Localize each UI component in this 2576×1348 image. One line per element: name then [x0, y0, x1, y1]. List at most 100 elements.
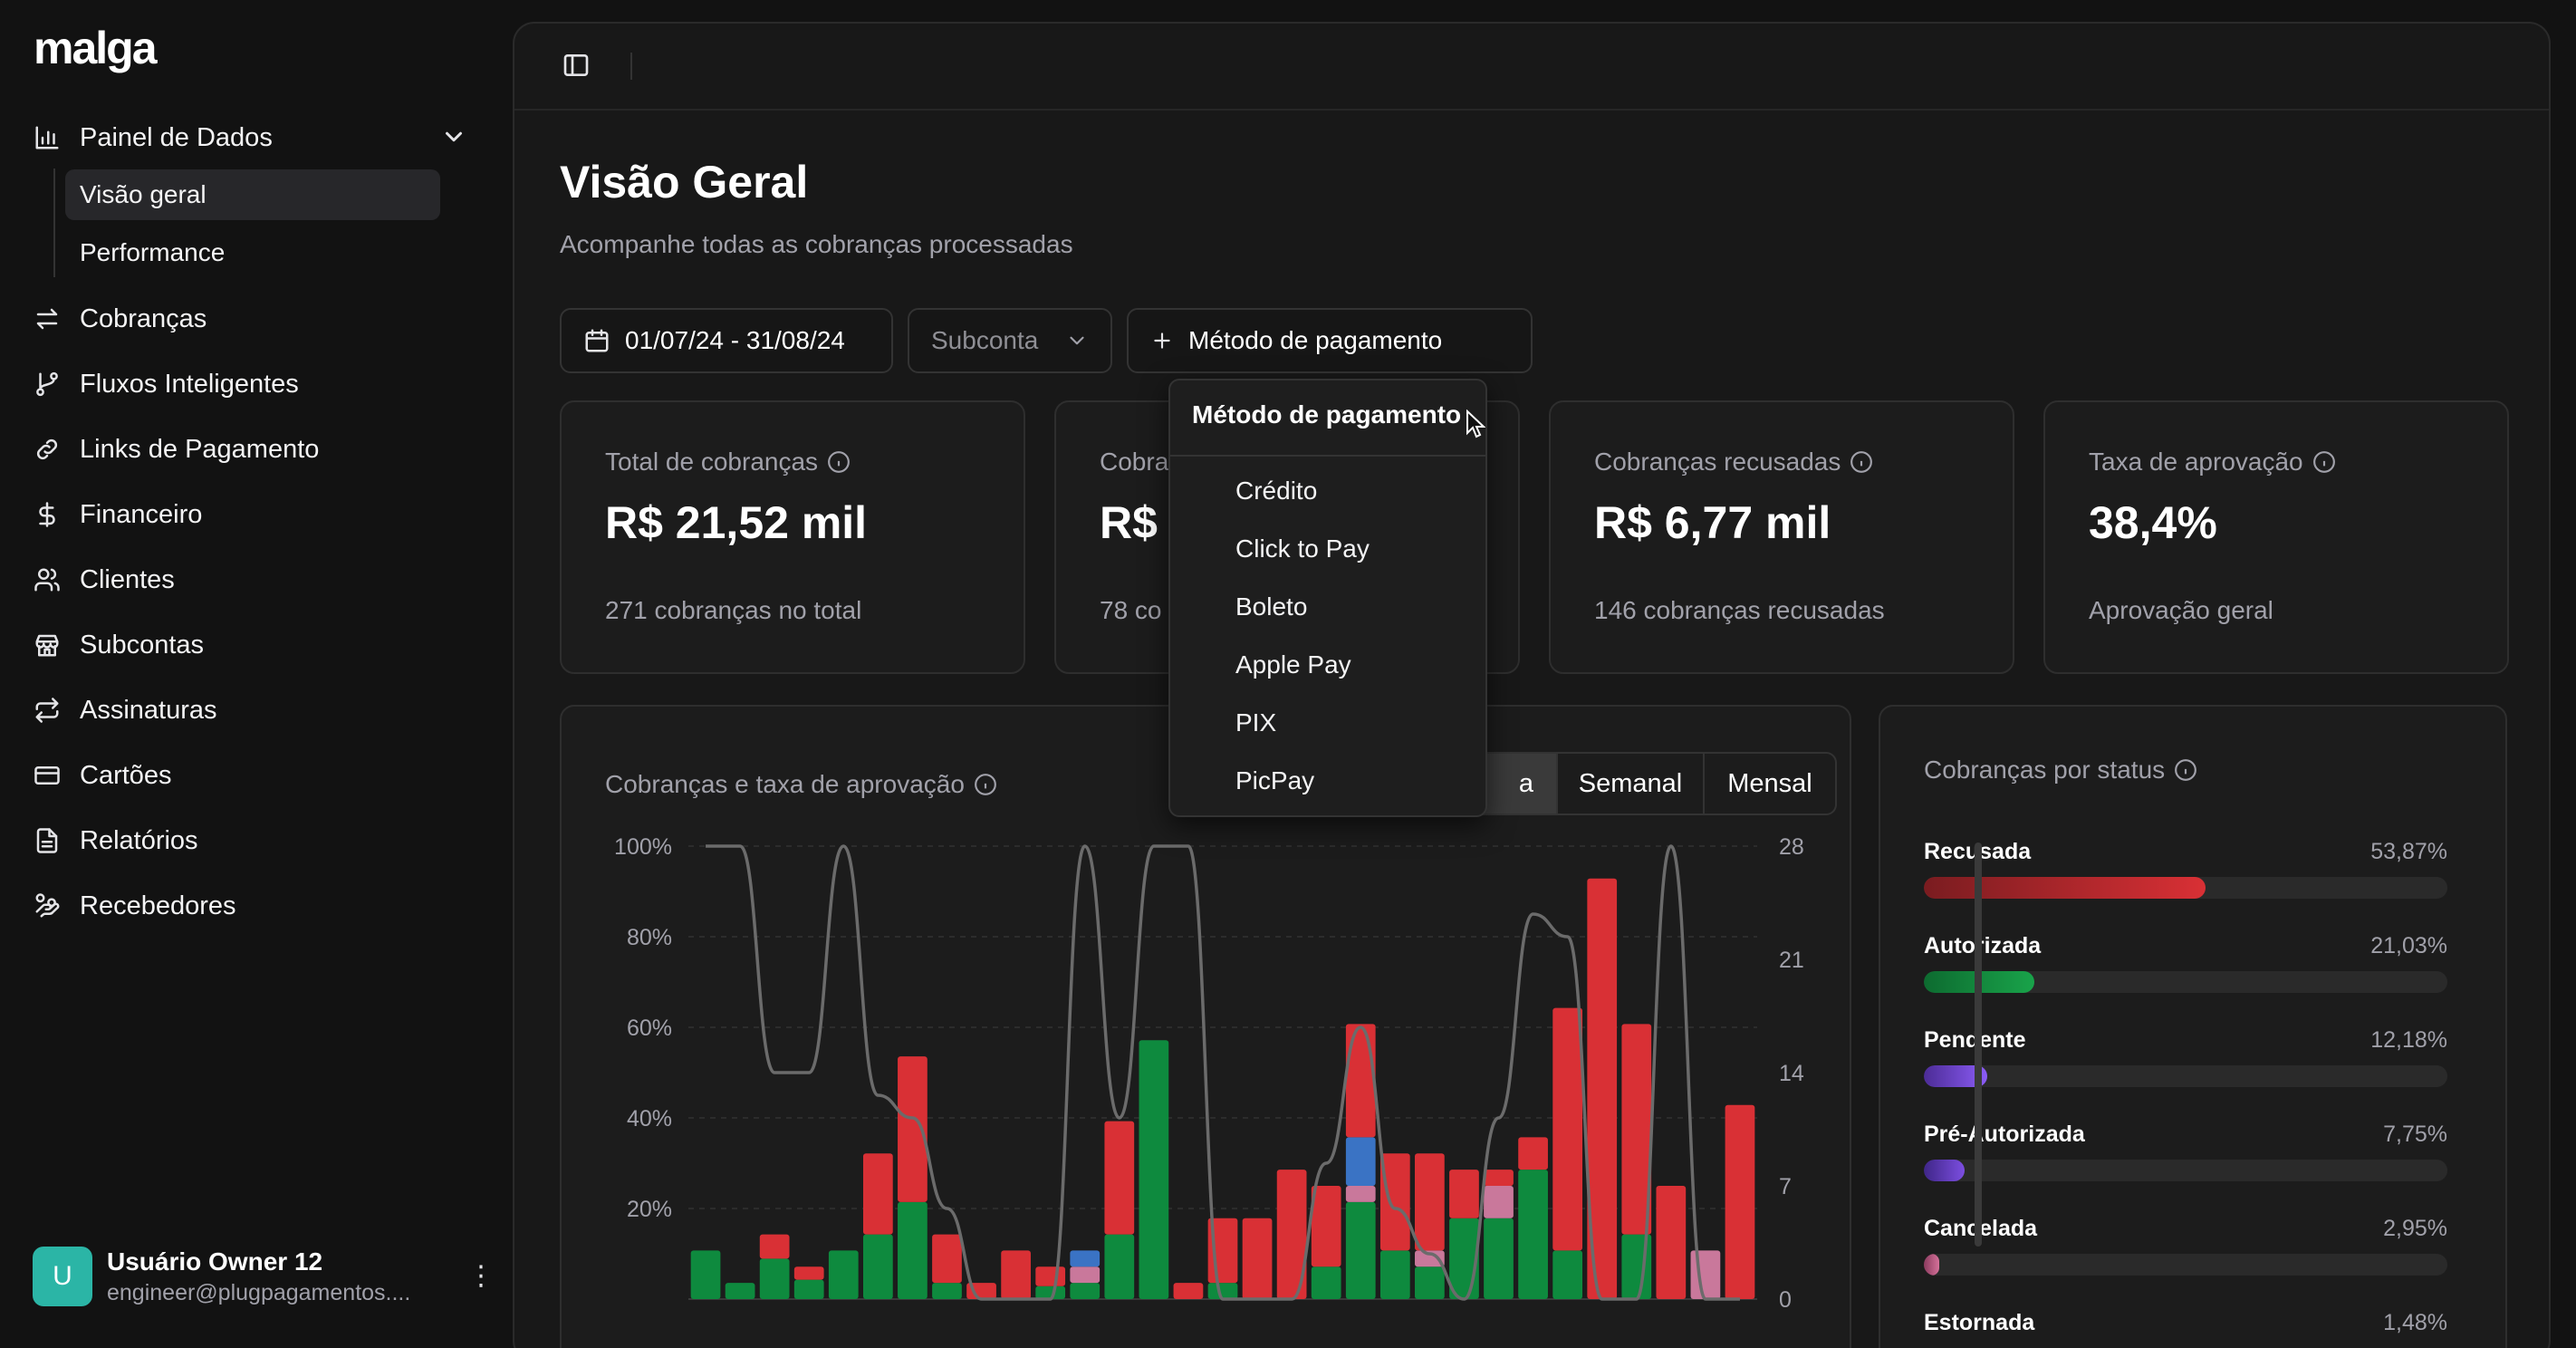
- malga-logo[interactable]: malga: [34, 23, 158, 73]
- sidebar-item-label: Relatórios: [80, 825, 198, 855]
- status-track: [1924, 1160, 2447, 1181]
- tab-semanal[interactable]: Semanal: [1556, 752, 1705, 815]
- bar-segment-autorizada: [898, 1201, 928, 1299]
- bar-segment-recusada: [1518, 1137, 1548, 1170]
- users-icon: [33, 565, 62, 594]
- info-icon[interactable]: [2174, 758, 2197, 782]
- bar-segment-autorizada: [1035, 1285, 1066, 1299]
- bar-segment-outro: [1690, 1250, 1721, 1299]
- status-pct: 1,48%: [2383, 1310, 2447, 1335]
- y-right-tick-label: 14: [1779, 1061, 1804, 1086]
- bar-segment-recusada: [1656, 1186, 1687, 1299]
- option-credito[interactable]: Crédito: [1235, 477, 1318, 505]
- bar-segment-outro: [1070, 1266, 1101, 1284]
- y-right-tick-label: 28: [1779, 834, 1804, 860]
- sidebar-item-recebedores[interactable]: Recebedores: [33, 881, 236, 931]
- option-pix[interactable]: PIX: [1235, 708, 1277, 737]
- link-icon: [33, 435, 62, 464]
- payment-method-label: Método de pagamento: [1188, 326, 1443, 354]
- bar-segment-autorizada: [1484, 1218, 1514, 1299]
- mouse-cursor-icon: [1466, 409, 1485, 438]
- sidebar-item-assinaturas[interactable]: Assinaturas: [33, 685, 217, 736]
- status-row: Cancelada2,95%: [1924, 1216, 2447, 1288]
- sidebar-item-label: Subcontas: [80, 630, 205, 660]
- user-menu[interactable]: U Usuário Owner 12 engineer@plugpagament…: [33, 1247, 495, 1306]
- sidebar-subitem-performance[interactable]: Performance: [80, 238, 226, 266]
- card-foot: 271 cobranças no total: [605, 596, 862, 624]
- chevron-down-icon[interactable]: [440, 123, 467, 150]
- sidebar-item-painel-de-dados[interactable]: Painel de Dados: [33, 112, 273, 163]
- option-picpay[interactable]: PicPay: [1235, 766, 1315, 794]
- status-card: Cobranças por status Recusada53,87% Autor…: [1879, 705, 2507, 1348]
- info-icon[interactable]: [974, 773, 997, 796]
- bar-segment-pre: [1345, 1137, 1376, 1186]
- option-click-to-pay[interactable]: Click to Pay: [1235, 534, 1370, 563]
- sidebar-item-label: Painel de Dados: [80, 122, 273, 152]
- y-left-tick-label: 60%: [627, 1016, 672, 1041]
- sidebar-item-relatorios[interactable]: Relatórios: [33, 815, 198, 866]
- sidebar-item-cobrancas[interactable]: Cobranças: [33, 294, 207, 344]
- sidebar-item-fluxos-inteligentes[interactable]: Fluxos Inteligentes: [33, 359, 299, 409]
- card-value: R$ 21,52 mil: [605, 497, 868, 548]
- y-right-tick-label: 0: [1779, 1287, 1792, 1313]
- bar-segment-autorizada: [690, 1250, 721, 1299]
- dropdown-title: Método de pagamento: [1192, 400, 1462, 428]
- divider: [1170, 455, 1485, 457]
- card-foot: Aprovação geral: [2089, 596, 2273, 624]
- payment-method-filter-button[interactable]: Método de pagamento: [1127, 308, 1533, 373]
- bar-segment-recusada: [932, 1234, 962, 1284]
- sidebar-item-subcontas[interactable]: Subcontas: [33, 620, 204, 670]
- bar-segment-recusada: [1104, 1121, 1135, 1235]
- date-range-button[interactable]: 01/07/24 - 31/08/24: [560, 308, 893, 373]
- y-right-tick-label: 7: [1779, 1174, 1792, 1199]
- sidebar-item-label: Cobranças: [80, 303, 207, 333]
- sidebar-item-clientes[interactable]: Clientes: [33, 554, 175, 605]
- plus-icon: [1154, 332, 1170, 349]
- bar-segment-recusada: [1379, 1153, 1410, 1251]
- bar-segment-recusada: [1242, 1218, 1273, 1299]
- main-panel: Visão Geral Acompanhe todas as cobranças…: [513, 22, 2551, 1348]
- payment-method-dropdown: Método de pagamento Crédito Click to Pay…: [1168, 379, 1487, 817]
- approval-rate-line: [706, 844, 1740, 1301]
- bar-segment-recusada: [1035, 1266, 1066, 1286]
- y-left-tick-label: 100%: [614, 834, 672, 860]
- sidebar-item-label: Cartões: [80, 760, 172, 790]
- bar-segment-autorizada: [828, 1250, 859, 1299]
- bar-segment-autorizada: [1139, 1040, 1169, 1299]
- card-value: R$: [1100, 497, 1158, 548]
- status-row: Pré-Autorizada 7,75%: [1924, 1122, 2447, 1194]
- card-label: Cobra: [1100, 448, 1169, 476]
- bar-chart-icon: [33, 123, 62, 152]
- sidebar-item-cartoes[interactable]: Cartões: [33, 750, 172, 801]
- option-boleto[interactable]: Boleto: [1235, 592, 1308, 621]
- kebab-menu-icon[interactable]: ⋮: [467, 1261, 495, 1291]
- bar-segment-recusada: [1484, 1170, 1514, 1186]
- y-left-tick-label: 20%: [627, 1197, 672, 1222]
- store-icon: [33, 631, 62, 660]
- sidebar-item-links-de-pagamento[interactable]: Links de Pagamento: [33, 424, 319, 475]
- bar-segment-outro: [1415, 1250, 1445, 1267]
- option-apple-pay[interactable]: Apple Pay: [1235, 650, 1351, 679]
- submenu-line: [53, 168, 55, 277]
- bar-segment-recusada: [1173, 1283, 1204, 1299]
- status-pct: 12,18%: [2370, 1027, 2447, 1053]
- info-icon[interactable]: [1850, 450, 1873, 474]
- chart-title: Cobranças e taxa de aprovação: [605, 770, 965, 798]
- card-taxa-aprovacao: Taxa de aprovação 38,4% Aprovação geral: [2043, 400, 2509, 674]
- scrollbar[interactable]: [1975, 842, 1982, 1247]
- avatar: U: [33, 1247, 92, 1306]
- card-cobrancas-recusadas: Cobranças recusadas R$ 6,77 mil 146 cobr…: [1549, 400, 2014, 674]
- status-track: [1924, 1254, 2447, 1276]
- info-icon[interactable]: [2312, 450, 2336, 474]
- sidebar-item-label: Recebedores: [80, 891, 236, 920]
- arrows-swap-icon: [33, 304, 62, 333]
- sidebar-toggle-icon[interactable]: [562, 51, 591, 80]
- status-name: Estornada: [1924, 1310, 2035, 1335]
- bar-segment-recusada: [1725, 1104, 1755, 1299]
- info-icon[interactable]: [827, 450, 851, 474]
- dollar-icon: [33, 500, 62, 529]
- subaccount-select[interactable]: Subconta: [908, 308, 1112, 373]
- tab-mensal[interactable]: Mensal: [1703, 752, 1837, 815]
- sidebar-item-financeiro[interactable]: Financeiro: [33, 489, 202, 540]
- sidebar-subitem-visao-geral[interactable]: Visão geral: [65, 169, 440, 220]
